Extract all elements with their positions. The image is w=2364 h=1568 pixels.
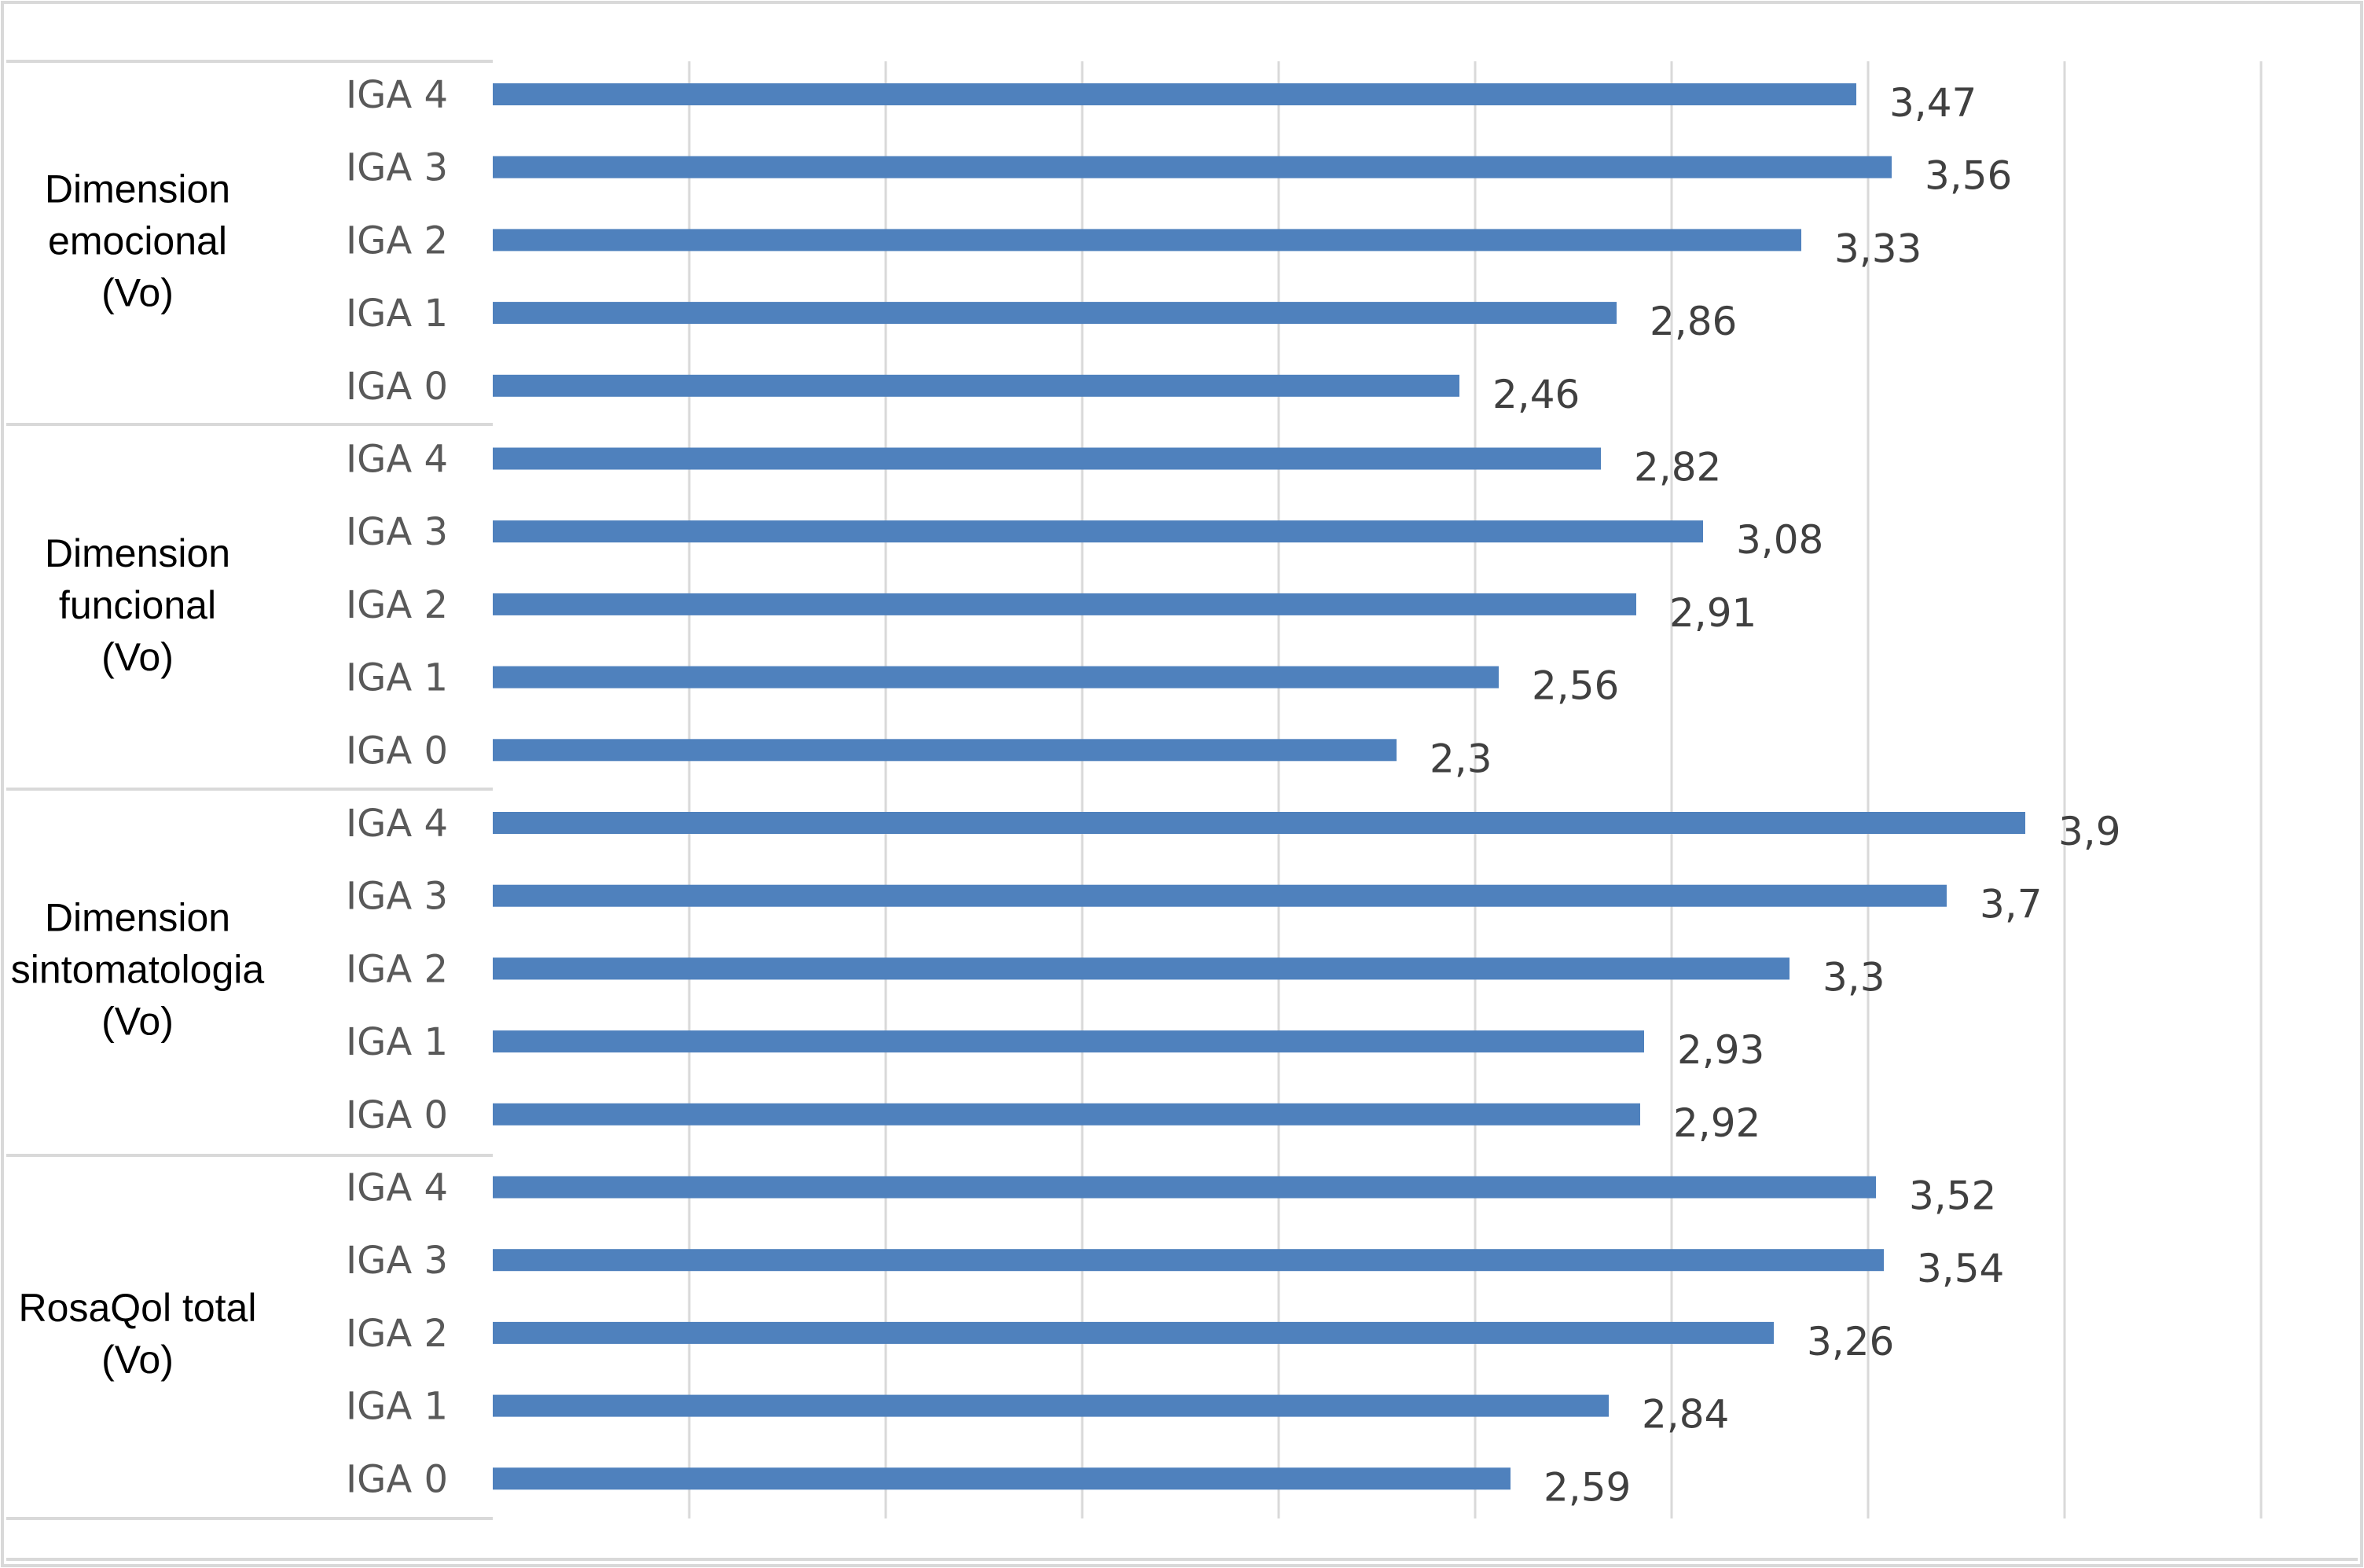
- bar: [493, 812, 2025, 834]
- group-label: (Vo): [101, 635, 174, 679]
- category-label: IGA 1: [346, 656, 448, 700]
- category-label: IGA 1: [346, 1020, 448, 1064]
- bar: [493, 229, 1801, 252]
- bar: [493, 83, 1856, 105]
- category-label: IGA 2: [346, 947, 448, 991]
- group-label: (Vo): [101, 999, 174, 1043]
- bar: [493, 739, 1397, 762]
- data-label: 3,52: [1909, 1173, 1996, 1219]
- category-label: IGA 4: [346, 73, 448, 117]
- bar: [493, 593, 1636, 615]
- category-label: IGA 4: [346, 438, 448, 482]
- data-label: 3,7: [1980, 882, 2043, 927]
- group-label: funcional: [59, 583, 216, 627]
- category-label: IGA 1: [346, 1385, 448, 1429]
- category-label: IGA 3: [346, 875, 448, 919]
- data-label: 3,33: [1834, 226, 1922, 271]
- bar: [493, 156, 1892, 178]
- category-label: IGA 4: [346, 1166, 448, 1210]
- bar: [493, 1030, 1644, 1053]
- group-label: (Vo): [101, 1338, 174, 1382]
- data-label: 3,3: [1823, 954, 1885, 1000]
- group-label: emocional: [48, 218, 227, 263]
- category-label: IGA 2: [346, 583, 448, 627]
- category-label: IGA 3: [346, 510, 448, 554]
- bar: [493, 666, 1499, 689]
- data-label: 2,84: [1642, 1392, 1729, 1438]
- data-label: 3,54: [1917, 1246, 2004, 1291]
- data-label: 3,56: [1925, 153, 2012, 199]
- category-label: IGA 3: [346, 146, 448, 190]
- bar: [493, 1394, 1609, 1417]
- bar: [493, 957, 1790, 980]
- data-label: 2,46: [1492, 372, 1580, 417]
- group-label: Dimension: [45, 167, 230, 211]
- group-label: Dimension: [45, 531, 230, 575]
- bar: [493, 1249, 1884, 1272]
- bar: [493, 1321, 1774, 1344]
- group-label: RosaQol total: [19, 1286, 257, 1330]
- bar: [493, 302, 1617, 325]
- data-label: 2,56: [1532, 663, 1619, 709]
- data-label: 2,59: [1544, 1464, 1631, 1510]
- category-label: IGA 2: [346, 1312, 448, 1356]
- group-label: Dimension: [45, 895, 230, 939]
- data-label: 2,82: [1634, 445, 1721, 490]
- data-label: 2,3: [1430, 736, 1492, 781]
- category-label: IGA 0: [346, 365, 448, 409]
- data-label: 3,26: [1807, 1319, 1894, 1364]
- bar: [493, 447, 1601, 470]
- group-label: (Vo): [101, 270, 174, 314]
- category-label: IGA 0: [346, 729, 448, 773]
- category-label: IGA 0: [346, 1457, 448, 1501]
- bar: [493, 374, 1459, 397]
- data-label: 2,86: [1650, 299, 1737, 344]
- bar: [493, 1467, 1511, 1490]
- bar: [493, 1176, 1876, 1199]
- category-label: IGA 1: [346, 292, 448, 336]
- data-label: 2,92: [1673, 1100, 1760, 1146]
- category-label: IGA 2: [346, 218, 448, 263]
- category-label: IGA 4: [346, 802, 448, 846]
- data-label: 2,93: [1677, 1027, 1764, 1073]
- data-label: 2,91: [1669, 590, 1756, 636]
- bar: [493, 884, 1947, 907]
- category-label: IGA 3: [346, 1239, 448, 1283]
- data-label: 3,9: [2058, 809, 2121, 854]
- bar: [493, 1103, 1640, 1126]
- data-label: 3,08: [1736, 517, 1823, 563]
- category-label: IGA 0: [346, 1093, 448, 1137]
- bar: [493, 520, 1703, 543]
- data-label: 3,47: [1889, 80, 1977, 126]
- group-label: sintomatologia: [11, 947, 265, 991]
